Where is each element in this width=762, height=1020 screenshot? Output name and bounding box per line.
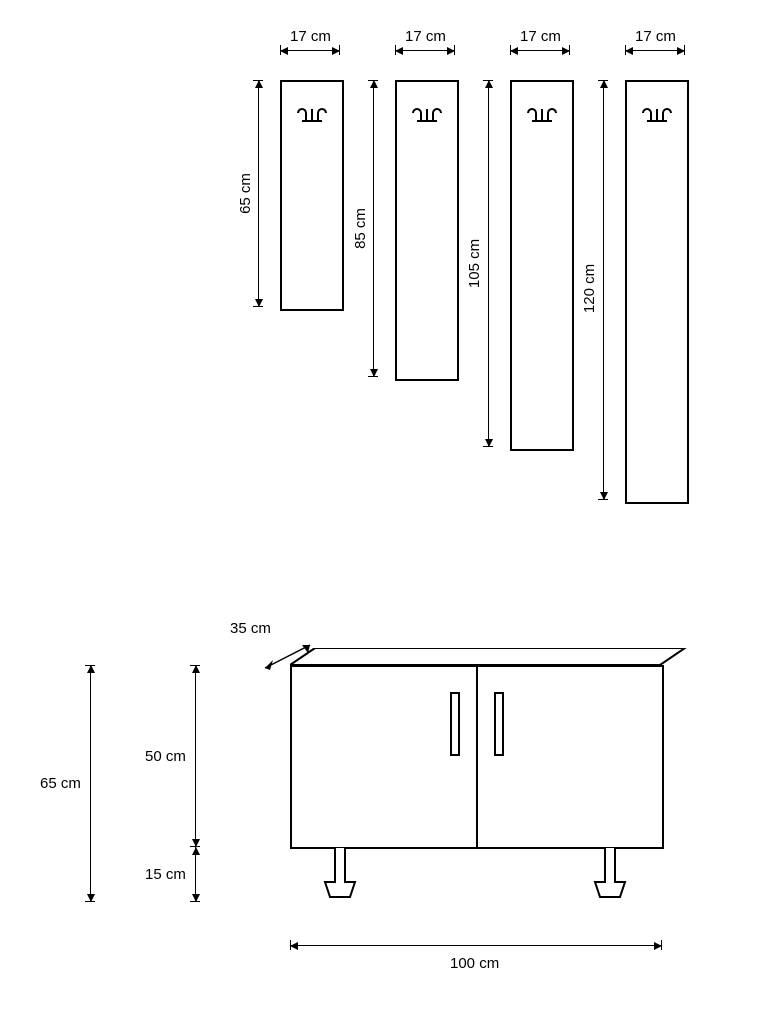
panel-2 bbox=[395, 80, 459, 381]
depth-dim-line bbox=[260, 640, 320, 675]
cabinet-handle-left bbox=[450, 692, 460, 756]
panel-4 bbox=[625, 80, 689, 504]
hook-icon bbox=[637, 107, 677, 137]
dim-line bbox=[373, 80, 374, 377]
cabinet-leg-right bbox=[590, 847, 630, 902]
dim-line bbox=[290, 945, 662, 946]
cabinet-leg-height-label: 15 cm bbox=[145, 866, 186, 883]
cabinet-door-divider bbox=[476, 667, 478, 847]
panel-3 bbox=[510, 80, 574, 451]
panel-4-height-label: 120 cm bbox=[581, 264, 598, 313]
dim-line bbox=[258, 80, 259, 307]
panel-1 bbox=[280, 80, 344, 311]
dim-line bbox=[625, 50, 685, 51]
dim-line bbox=[510, 50, 570, 51]
hook-icon bbox=[407, 107, 447, 137]
dim-line bbox=[603, 80, 604, 500]
panel-1-height-label: 65 cm bbox=[237, 173, 254, 214]
dim-line bbox=[488, 80, 489, 447]
cabinet-leg-left bbox=[320, 847, 360, 902]
cabinet-body-height-label: 50 cm bbox=[145, 748, 186, 765]
panel-4-width-label: 17 cm bbox=[635, 28, 676, 45]
cabinet-body bbox=[290, 665, 664, 849]
dim-line bbox=[195, 665, 196, 847]
cabinet-depth-label: 35 cm bbox=[230, 620, 271, 637]
drawing-canvas: 17 cm 65 cm 17 cm 85 cm 17 cm 105 cm bbox=[0, 0, 762, 1020]
hook-icon bbox=[522, 107, 562, 137]
dim-line bbox=[395, 50, 455, 51]
dim-line bbox=[90, 665, 91, 902]
cabinet-width-label: 100 cm bbox=[450, 955, 499, 972]
panel-3-width-label: 17 cm bbox=[520, 28, 561, 45]
panel-1-width-label: 17 cm bbox=[290, 28, 331, 45]
panel-2-width-label: 17 cm bbox=[405, 28, 446, 45]
panel-2-height-label: 85 cm bbox=[352, 208, 369, 249]
panel-3-height-label: 105 cm bbox=[466, 239, 483, 288]
hook-icon bbox=[292, 107, 332, 137]
cabinet-total-height-label: 65 cm bbox=[40, 775, 81, 792]
dim-line bbox=[280, 50, 340, 51]
cabinet-handle-right bbox=[494, 692, 504, 756]
